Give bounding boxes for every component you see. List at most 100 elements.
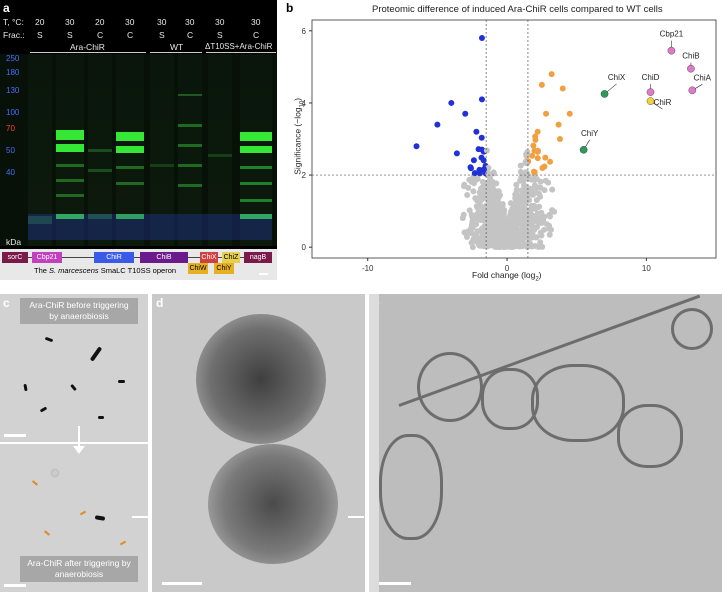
scatter-point — [543, 110, 550, 117]
panel-d-cryo-em: d — [152, 294, 365, 592]
scatter-point — [488, 210, 495, 217]
arrow-right-d — [348, 516, 364, 518]
scatter-point — [523, 230, 530, 237]
scatter-point — [534, 128, 541, 135]
vesicle — [671, 308, 713, 350]
scatter-point — [524, 149, 531, 156]
x-axis-label: Fold change (log2) — [472, 270, 542, 283]
cell — [44, 336, 54, 343]
scatter-point — [483, 147, 490, 154]
arrow-down — [78, 426, 80, 448]
gene-sorc: sorC — [2, 252, 28, 263]
scatter-point — [462, 110, 469, 117]
panel-label-c: c — [3, 296, 10, 310]
scatter-point — [475, 241, 482, 248]
scatter-point — [533, 197, 540, 204]
point-label-chid: ChiD — [642, 73, 660, 82]
scatter-point — [495, 206, 502, 213]
group-wt: WT — [170, 42, 184, 52]
scatter-point — [466, 207, 473, 214]
mw-50: 50 — [6, 146, 15, 155]
scatter-point — [551, 208, 558, 215]
gel-lane-6 — [178, 54, 202, 246]
point-label-chix: ChiX — [608, 73, 626, 82]
scale-bar-e — [379, 582, 411, 585]
scatter-point — [413, 143, 420, 150]
scatter-point — [531, 147, 538, 154]
scatter-point — [539, 165, 546, 172]
labeled-point-chiy — [579, 146, 588, 154]
scatter-point — [470, 180, 477, 187]
grid-edge — [369, 294, 379, 592]
scatter-point — [478, 134, 485, 141]
temp-2: 20 — [95, 17, 105, 27]
gene-chix: ChiX — [200, 252, 218, 263]
scatter-point — [521, 203, 528, 210]
scatter-point — [479, 229, 486, 236]
scatter-point — [485, 183, 492, 190]
mw-180: 180 — [6, 68, 20, 77]
scatter-point — [546, 222, 553, 229]
scatter-point — [541, 187, 548, 194]
frac-7: C — [253, 30, 260, 40]
scatter-point — [513, 238, 520, 245]
labeled-point-chix — [600, 90, 609, 98]
scatter-point — [465, 184, 472, 191]
scatter-point — [513, 186, 520, 193]
scatter-point — [512, 243, 519, 250]
temp-1: 30 — [65, 17, 75, 27]
temp-6: 30 — [215, 17, 225, 27]
panel-b-volcano: b Proteomic difference of induced Ara-Ch… — [282, 0, 722, 290]
scatter-point — [474, 228, 481, 235]
scatter-point — [509, 231, 516, 238]
scatter-point — [489, 178, 496, 185]
scatter-point — [514, 194, 521, 201]
scale-bar-d — [162, 582, 202, 585]
volcano-plot: -10 0 10 0 2 4 6 Cbp21 ChiB ChiX ChiD ChiA ChiR ChiY — [302, 19, 717, 273]
mw-250: 250 — [6, 54, 20, 63]
labeled-point-chid — [646, 88, 655, 96]
group-line-2 — [150, 52, 202, 53]
y-tick-label-0: 0 — [302, 243, 307, 252]
cell — [23, 383, 28, 392]
group-line-3 — [206, 52, 276, 53]
scatter-point — [470, 188, 477, 195]
scatter-point — [522, 159, 529, 166]
orange-arrow — [44, 530, 50, 536]
scatter-point — [494, 236, 501, 243]
scatter-point — [501, 241, 508, 248]
lysed-cell-bottom — [208, 444, 338, 564]
arrow-down-head — [73, 446, 85, 454]
scatter-point — [434, 121, 441, 128]
temp-7: 30 — [251, 17, 261, 27]
frac-4: S — [159, 30, 165, 40]
caption-after: Ara-ChiR after triggering by anaerobiosi… — [20, 556, 138, 582]
vesicle — [379, 434, 443, 540]
cell — [89, 346, 103, 362]
scatter-point — [515, 212, 522, 219]
scatter-point — [470, 157, 477, 164]
scatter-point — [532, 133, 539, 140]
point-label-chia: ChiA — [694, 73, 712, 82]
scatter-point — [513, 181, 520, 188]
scatter-point — [453, 150, 460, 157]
scatter-point — [559, 85, 566, 92]
panel-c-micrograph: c Ara-ChiR before triggering by anaerobi… — [0, 294, 148, 592]
scatter-point — [473, 128, 480, 135]
labeled-point-cbp21 — [667, 46, 676, 55]
scatter-point — [500, 228, 507, 235]
scatter-point — [485, 189, 492, 196]
scatter-point — [532, 205, 539, 212]
scatter-point — [555, 121, 562, 128]
plot-frame — [311, 19, 717, 259]
gel-lane-4 — [116, 54, 144, 246]
scatter-point — [464, 192, 471, 199]
group-dt10ss: ΔT10SS+Ara-ChiR — [205, 42, 273, 51]
point-label-chiy: ChiY — [581, 129, 599, 138]
gene-nagb: nagB — [244, 252, 272, 263]
scatter-point — [481, 166, 488, 173]
scatter-point — [480, 217, 487, 224]
gel-lane-7 — [208, 54, 232, 246]
frac-0: S — [37, 30, 43, 40]
scatter-point — [487, 239, 494, 246]
